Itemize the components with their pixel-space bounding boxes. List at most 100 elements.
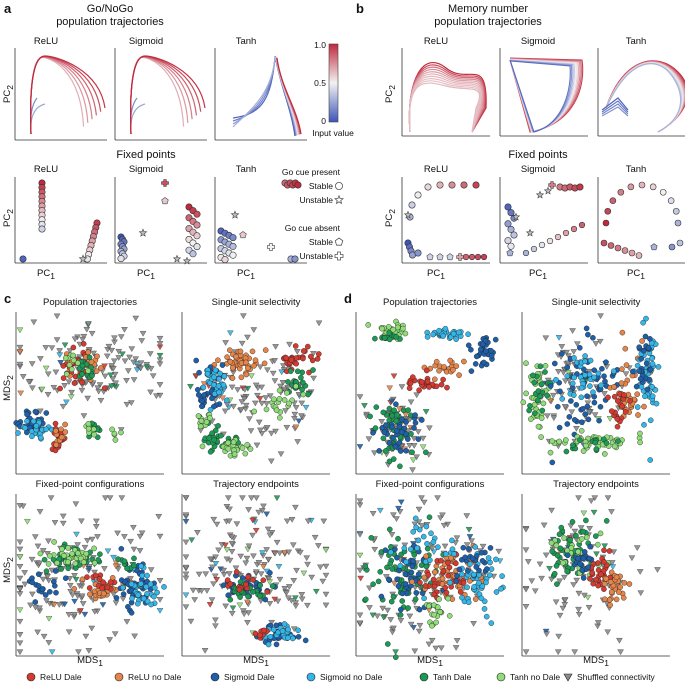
- a-fp-title-sigmoid: Sigmoid: [129, 164, 163, 175]
- scatter-point: [378, 419, 386, 425]
- scatter-point: [228, 540, 236, 547]
- scatter-point: [277, 451, 285, 458]
- scatter-point: [53, 337, 61, 343]
- scatter-point: [196, 369, 202, 376]
- scatter-point: [426, 425, 433, 432]
- scatter-point: [436, 596, 442, 603]
- scatter-point: [480, 359, 487, 366]
- scatter-point: [226, 347, 233, 354]
- scatter-point: [22, 425, 28, 431]
- scatter-point: [422, 449, 429, 456]
- scatter-point: [74, 542, 81, 548]
- scatter-point: [561, 601, 569, 608]
- fixed-point-marker: [614, 244, 622, 252]
- scatter-point: [413, 524, 419, 531]
- scatter-point: [409, 457, 417, 464]
- fixed-point-marker: [507, 209, 515, 217]
- colorbar-tick-1: 1.0: [314, 40, 326, 50]
- scatter-point: [403, 447, 409, 454]
- svg-text:MDS1: MDS1: [77, 655, 103, 668]
- scatter-point: [637, 590, 645, 597]
- scatter-point: [375, 578, 382, 585]
- scatter-point: [131, 633, 138, 640]
- scatter-point: [211, 573, 219, 580]
- scatter-point: [103, 353, 111, 360]
- fixed-point-marker: [674, 219, 682, 227]
- scatter-point: [398, 384, 406, 390]
- scatter-point: [452, 645, 460, 651]
- scatter-point: [34, 543, 42, 550]
- panel-label-c: c: [4, 291, 11, 306]
- group-legend: ReLU Dale ReLU no Dale Sigmoid Dale Sigm…: [26, 672, 656, 682]
- scatter-point: [571, 374, 578, 381]
- scatter-point: [154, 589, 160, 596]
- scatter-point: [401, 542, 409, 549]
- scatter-point: [454, 572, 460, 579]
- scatter-point: [615, 438, 621, 445]
- scatter-point: [61, 383, 68, 389]
- scatter-point: [384, 607, 391, 614]
- scatter-point: [388, 532, 396, 538]
- fixed-point-marker: [172, 254, 182, 263]
- scatter-point: [138, 563, 144, 570]
- mds-scatter-plots: [13, 312, 670, 661]
- scatter-point: [39, 576, 47, 583]
- scatter-point: [199, 443, 206, 450]
- scatter-point: [585, 416, 592, 423]
- scatter-point: [85, 648, 93, 654]
- fixed-point-marker: [578, 221, 586, 229]
- scatter-point: [51, 539, 57, 545]
- scatter-point: [322, 547, 330, 554]
- scatter-point: [90, 350, 97, 357]
- scatter-point: [613, 596, 620, 603]
- scatter-point: [397, 606, 404, 613]
- scatter-point: [236, 602, 244, 609]
- scatter-point: [634, 391, 641, 398]
- scatter-point: [587, 357, 594, 364]
- scatter-point: [380, 435, 387, 442]
- scatter-point: [379, 325, 385, 332]
- scatter-point: [471, 584, 477, 590]
- scatter-point: [432, 645, 440, 652]
- scatter-point: [224, 577, 231, 583]
- scatter-point: [602, 596, 608, 603]
- scatter-point: [209, 395, 215, 402]
- scatter-point: [599, 365, 605, 372]
- scatter-point: [144, 572, 150, 579]
- scatter-point: [188, 537, 195, 544]
- trajectory-line: [509, 59, 571, 133]
- c-xlabel-left: MDS1: [77, 655, 103, 668]
- scatter-point: [75, 360, 81, 366]
- fixed-point-marker: [229, 234, 237, 242]
- scatter-point: [637, 376, 644, 382]
- scatter-point: [44, 392, 52, 398]
- scatter-point: [485, 555, 492, 561]
- scatter-point: [409, 449, 415, 456]
- trajectory-line: [601, 100, 629, 113]
- scatter-point: [279, 380, 287, 386]
- scatter-point: [484, 566, 490, 572]
- scatter-point: [573, 401, 580, 408]
- trajectory-line: [30, 55, 106, 135]
- scatter-point: [53, 313, 61, 320]
- trajectory-line: [408, 82, 481, 133]
- scatter-point: [436, 367, 442, 374]
- a-traj-title-sigmoid: Sigmoid: [129, 36, 163, 47]
- scatter-point: [130, 525, 137, 531]
- scatter-point: [418, 417, 425, 423]
- fixed-point-marker: [456, 253, 464, 261]
- scatter-point: [397, 612, 404, 618]
- a-fp-ylabel: PC2: [2, 209, 15, 227]
- scatter-point: [198, 588, 205, 594]
- d-title-2: Fixed-point configurations: [376, 479, 485, 490]
- scatter-point: [84, 574, 90, 580]
- scatter-point: [239, 445, 246, 451]
- scatter-point: [147, 389, 154, 396]
- scatter-point: [498, 586, 504, 592]
- scatter-point: [622, 371, 630, 378]
- scatter-point: [42, 365, 50, 372]
- scatter-point: [295, 627, 301, 634]
- fixed-point-marker: [576, 183, 584, 191]
- scatter-point: [59, 403, 67, 410]
- scatter-point: [584, 403, 591, 410]
